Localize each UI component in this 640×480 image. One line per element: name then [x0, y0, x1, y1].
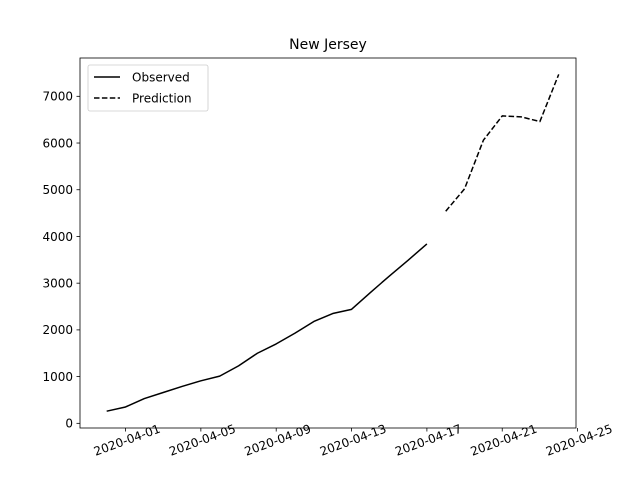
y-tick-label: 0: [65, 417, 73, 431]
y-tick-label: 6000: [42, 136, 73, 150]
y-axis: 0 1000 2000 3000 4000 5000 6000 7000: [42, 90, 80, 431]
chart-title: New Jersey: [289, 37, 367, 53]
legend-label-observed: Observed: [132, 71, 190, 85]
plot-area-frame: [79, 57, 577, 429]
y-tick-label: 5000: [42, 183, 73, 197]
y-tick-label: 4000: [42, 230, 73, 244]
series-line-prediction: [445, 74, 560, 212]
series-line-observed: [106, 243, 428, 412]
legend-label-prediction: Prediction: [132, 92, 192, 106]
y-tick-label: 2000: [42, 323, 73, 337]
y-tick-label: 7000: [42, 90, 73, 104]
legend: Observed Prediction: [87, 64, 209, 112]
series-layer: [106, 74, 560, 412]
y-tick-label: 1000: [42, 370, 73, 384]
y-tick-label: 3000: [42, 276, 73, 290]
